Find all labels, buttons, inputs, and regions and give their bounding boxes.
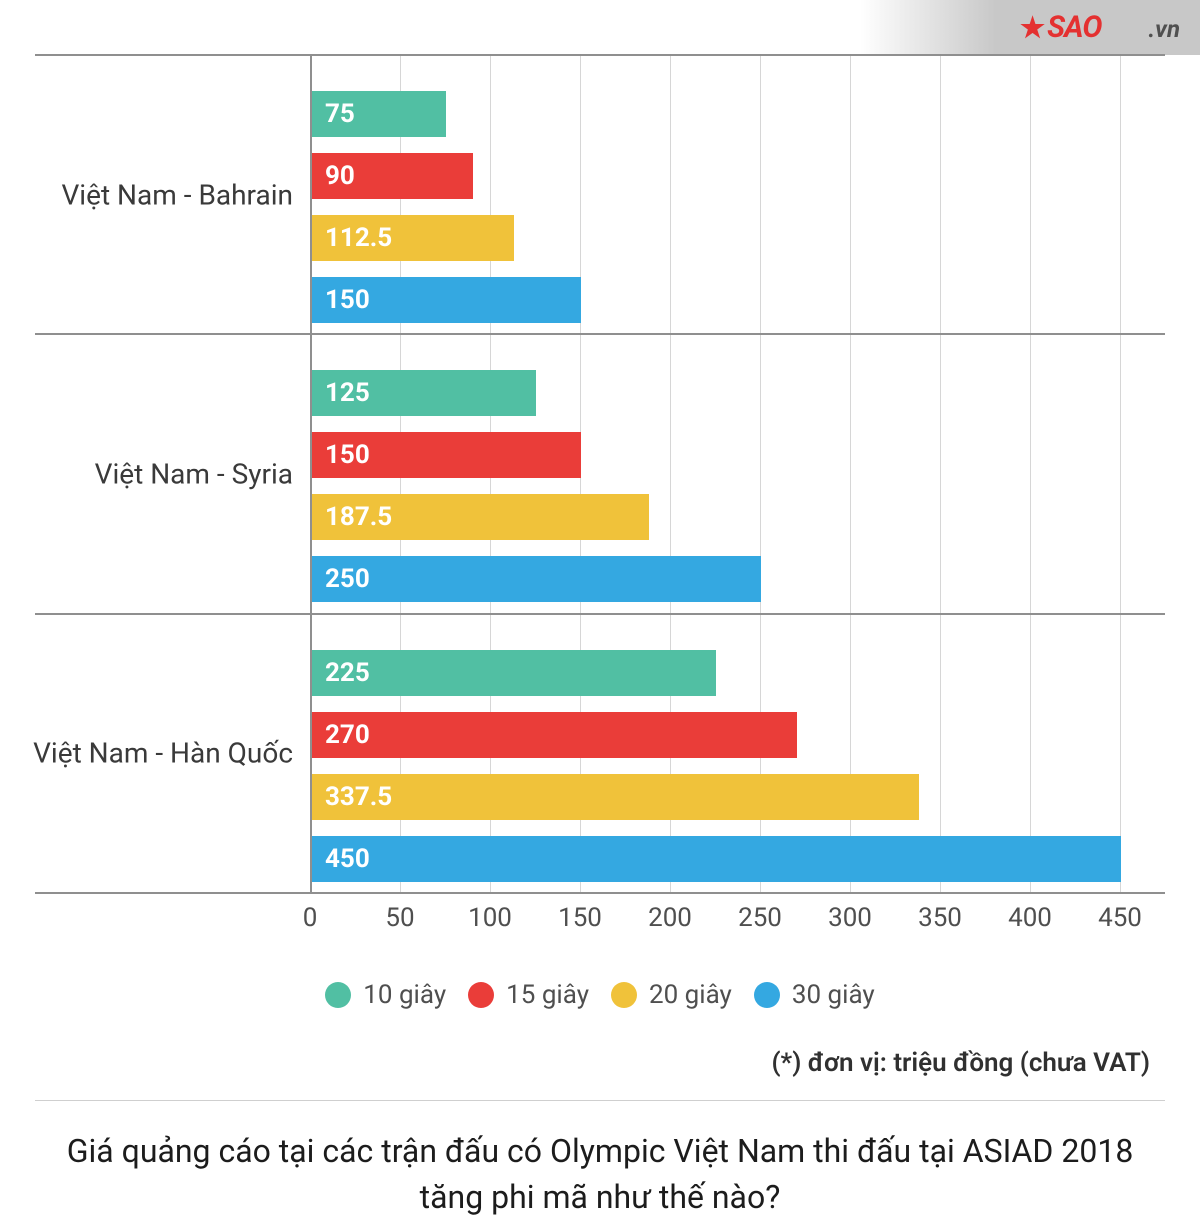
- legend-label: 15 giây: [506, 980, 589, 1010]
- x-tick-label: 0: [303, 903, 318, 933]
- bar: 90: [311, 153, 473, 199]
- legend-label: 10 giây: [363, 980, 446, 1010]
- bar: 225: [311, 650, 716, 696]
- x-tick-label: 150: [558, 903, 602, 933]
- bar: 150: [311, 432, 581, 478]
- bar: 187.5: [311, 494, 649, 540]
- legend-label: 20 giây: [649, 980, 732, 1010]
- chart-legend: 10 giây 15 giây 20 giây 30 giây: [0, 980, 1200, 1010]
- legend-item: 30 giây: [754, 980, 875, 1010]
- bar: 150: [311, 277, 581, 323]
- x-tick-label: 200: [648, 903, 692, 933]
- grid-line: [760, 55, 761, 893]
- x-tick-label: 250: [738, 903, 782, 933]
- unit-note: (*) đơn vị: triệu đồng (chưa VAT): [771, 1048, 1150, 1078]
- logo-star-icon: ★: [1020, 11, 1045, 44]
- bar: 450: [311, 836, 1121, 882]
- divider: [35, 1100, 1165, 1101]
- category-label: Việt Nam - Hàn Quốc: [33, 737, 293, 770]
- x-tick-label: 450: [1098, 903, 1142, 933]
- legend-swatch: [754, 982, 780, 1008]
- chart-caption: Giá quảng cáo tại các trận đấu có Olympi…: [60, 1128, 1140, 1221]
- legend-swatch: [611, 982, 637, 1008]
- grid-line: [1120, 55, 1121, 893]
- legend-label: 30 giây: [792, 980, 875, 1010]
- legend-item: 20 giây: [611, 980, 732, 1010]
- bar: 75: [311, 91, 446, 137]
- grid-line: [850, 55, 851, 893]
- x-tick-label: 50: [385, 903, 414, 933]
- logo-text-vn: .vn: [1148, 15, 1180, 43]
- group-separator: [35, 54, 1165, 56]
- x-tick-label: 100: [468, 903, 512, 933]
- bar: 112.5: [311, 215, 514, 261]
- legend-swatch: [468, 982, 494, 1008]
- bar: 250: [311, 556, 761, 602]
- source-logo-banner: ★ SAO star .vn: [860, 0, 1200, 55]
- y-axis-line: [310, 55, 312, 893]
- logo-text-sao: SAO: [1047, 10, 1101, 45]
- grid-line: [1030, 55, 1031, 893]
- bar: 337.5: [311, 774, 919, 820]
- bar: 270: [311, 712, 797, 758]
- category-label: Việt Nam - Bahrain: [61, 178, 293, 211]
- x-tick-label: 400: [1008, 903, 1052, 933]
- x-tick-label: 350: [918, 903, 962, 933]
- legend-item: 15 giây: [468, 980, 589, 1010]
- logo-text-star: star: [1101, 10, 1148, 45]
- chart-plot-area: 0501001502002503003504004507590112.5150V…: [310, 55, 1165, 893]
- grid-line: [670, 55, 671, 893]
- chart-container: 0 50 100 150 200 250 300 350 400 450 75 90 112.5 150 V…: [35, 55, 1165, 935]
- group-separator: [35, 613, 1165, 615]
- x-tick-label: 300: [828, 903, 872, 933]
- bar: 125: [311, 370, 536, 416]
- source-logo: ★ SAO star .vn: [1020, 10, 1180, 45]
- legend-item: 10 giây: [325, 980, 446, 1010]
- grid-line: [940, 55, 941, 893]
- group-separator: [35, 892, 1165, 894]
- legend-swatch: [325, 982, 351, 1008]
- group-separator: [35, 333, 1165, 335]
- category-label: Việt Nam - Syria: [95, 458, 293, 491]
